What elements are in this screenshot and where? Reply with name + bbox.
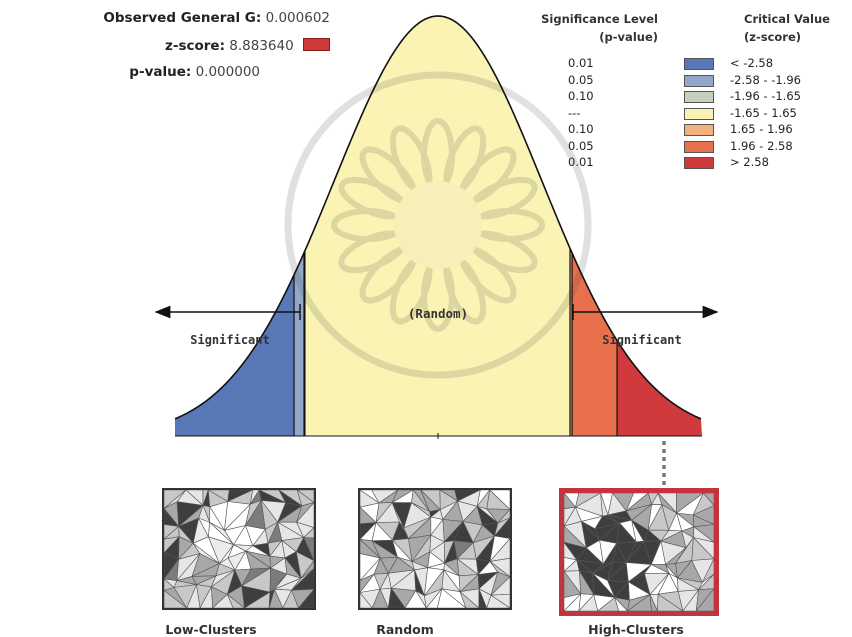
legend-p-value: 0.05 bbox=[568, 138, 594, 153]
map-polygon bbox=[614, 597, 628, 611]
legend-z-range: -1.96 - -1.65 bbox=[730, 89, 801, 103]
map-label-high: High-Clusters bbox=[588, 622, 684, 637]
z-score-swatch bbox=[303, 38, 330, 51]
watermark-petal bbox=[421, 258, 455, 332]
map-random bbox=[358, 488, 512, 610]
map-polygon bbox=[649, 594, 658, 611]
legend-p-value: 0.01 bbox=[568, 155, 594, 169]
p-value-value: 0.000000 bbox=[195, 64, 260, 80]
observed-g-value: 0.000602 bbox=[265, 10, 330, 26]
z-score-label: z-score: bbox=[164, 38, 225, 54]
map-polygon bbox=[164, 590, 188, 608]
legend-p-value: 0.01 bbox=[568, 56, 594, 70]
map-polygon bbox=[459, 590, 480, 608]
map-polygon bbox=[695, 588, 714, 611]
legend-color-swatch bbox=[684, 157, 714, 169]
watermark-petal bbox=[421, 118, 455, 192]
watermark-petal bbox=[389, 254, 433, 325]
legend-sig-header-line2: (p-value) bbox=[599, 30, 658, 44]
watermark-petal bbox=[389, 125, 433, 196]
map-polygon bbox=[486, 594, 510, 608]
map-polygon bbox=[478, 588, 488, 608]
watermark-petal bbox=[331, 208, 405, 242]
legend-p-value: 0.05 bbox=[568, 72, 594, 87]
map-polygon bbox=[436, 588, 467, 608]
significant-left-label: Significant bbox=[190, 333, 269, 347]
legend-color-swatch bbox=[684, 91, 714, 103]
legend-z-range: < -2.58 bbox=[730, 56, 774, 70]
map-polygon bbox=[387, 587, 406, 608]
legend-color-swatch bbox=[684, 107, 714, 120]
legend-p-value: --- bbox=[568, 105, 581, 120]
legend-color-swatch bbox=[684, 74, 714, 87]
watermark-rosette bbox=[284, 71, 592, 379]
watermark-petal bbox=[443, 254, 487, 325]
normal-curve bbox=[174, 15, 702, 420]
legend-z-range: 1.65 - 1.96 bbox=[730, 122, 793, 136]
watermark-petal bbox=[359, 146, 418, 205]
watermark-petal bbox=[338, 230, 409, 274]
legend-p-value: 0.10 bbox=[568, 89, 594, 103]
band-p001-high bbox=[617, 16, 702, 436]
p-value-label: p-value: bbox=[129, 64, 192, 80]
map-label-low: Low-Clusters bbox=[165, 622, 257, 637]
legend-crit-header-line2: (z-score) bbox=[744, 30, 802, 44]
legend-sig-header-line1: Significance Level bbox=[541, 12, 658, 26]
observed-g-label: Observed General G: bbox=[103, 10, 262, 26]
map-high-clusters bbox=[559, 488, 719, 616]
map-polygon bbox=[360, 592, 373, 608]
watermark-ring bbox=[284, 71, 592, 379]
watermark-petal bbox=[458, 245, 517, 304]
map-polygon bbox=[404, 590, 427, 608]
band-p005-high bbox=[572, 16, 618, 436]
z-score-row: z-score: 8.883640 bbox=[165, 38, 330, 54]
watermark-petal bbox=[471, 208, 545, 242]
map-polygon bbox=[657, 593, 684, 611]
random-label: (Random) bbox=[408, 306, 468, 321]
watermark-petal bbox=[359, 245, 418, 304]
watermark-petal bbox=[443, 125, 487, 196]
map-polygon bbox=[371, 588, 389, 608]
watermark-petal bbox=[338, 176, 409, 220]
map-polygon bbox=[227, 594, 245, 608]
legend-sig-header: Significance Level (p-value) bbox=[508, 10, 658, 46]
legend-z-range: -2.58 - -1.96 bbox=[730, 72, 801, 87]
band-p005-low bbox=[294, 16, 305, 436]
legend-p-value: 0.10 bbox=[568, 122, 594, 136]
watermark-petal bbox=[467, 230, 538, 274]
watermark-petal bbox=[458, 146, 517, 205]
map-label-random: Random bbox=[376, 622, 434, 637]
watermark-center bbox=[394, 181, 482, 269]
legend-color-swatch bbox=[684, 58, 714, 70]
band-p001-low bbox=[175, 16, 295, 436]
z-score-value: 8.883640 bbox=[229, 38, 294, 54]
observed-g-row: Observed General G: 0.000602 bbox=[103, 10, 330, 26]
legend-z-range: -1.65 - 1.65 bbox=[730, 105, 797, 120]
legend-color-swatch bbox=[684, 140, 714, 153]
legend-crit-header-line1: Critical Value bbox=[744, 12, 830, 26]
map-polygon bbox=[298, 588, 314, 608]
watermark-petal bbox=[467, 176, 538, 220]
legend-color-swatch bbox=[684, 124, 714, 136]
legend-crit-header: Critical Value (z-score) bbox=[744, 10, 844, 46]
map-low-clusters bbox=[162, 488, 316, 610]
significant-right-label: Significant bbox=[602, 333, 681, 347]
legend-z-range: 1.96 - 2.58 bbox=[730, 138, 793, 153]
p-value-row: p-value: 0.000000 bbox=[129, 64, 260, 80]
legend-z-range: > 2.58 bbox=[730, 155, 769, 169]
